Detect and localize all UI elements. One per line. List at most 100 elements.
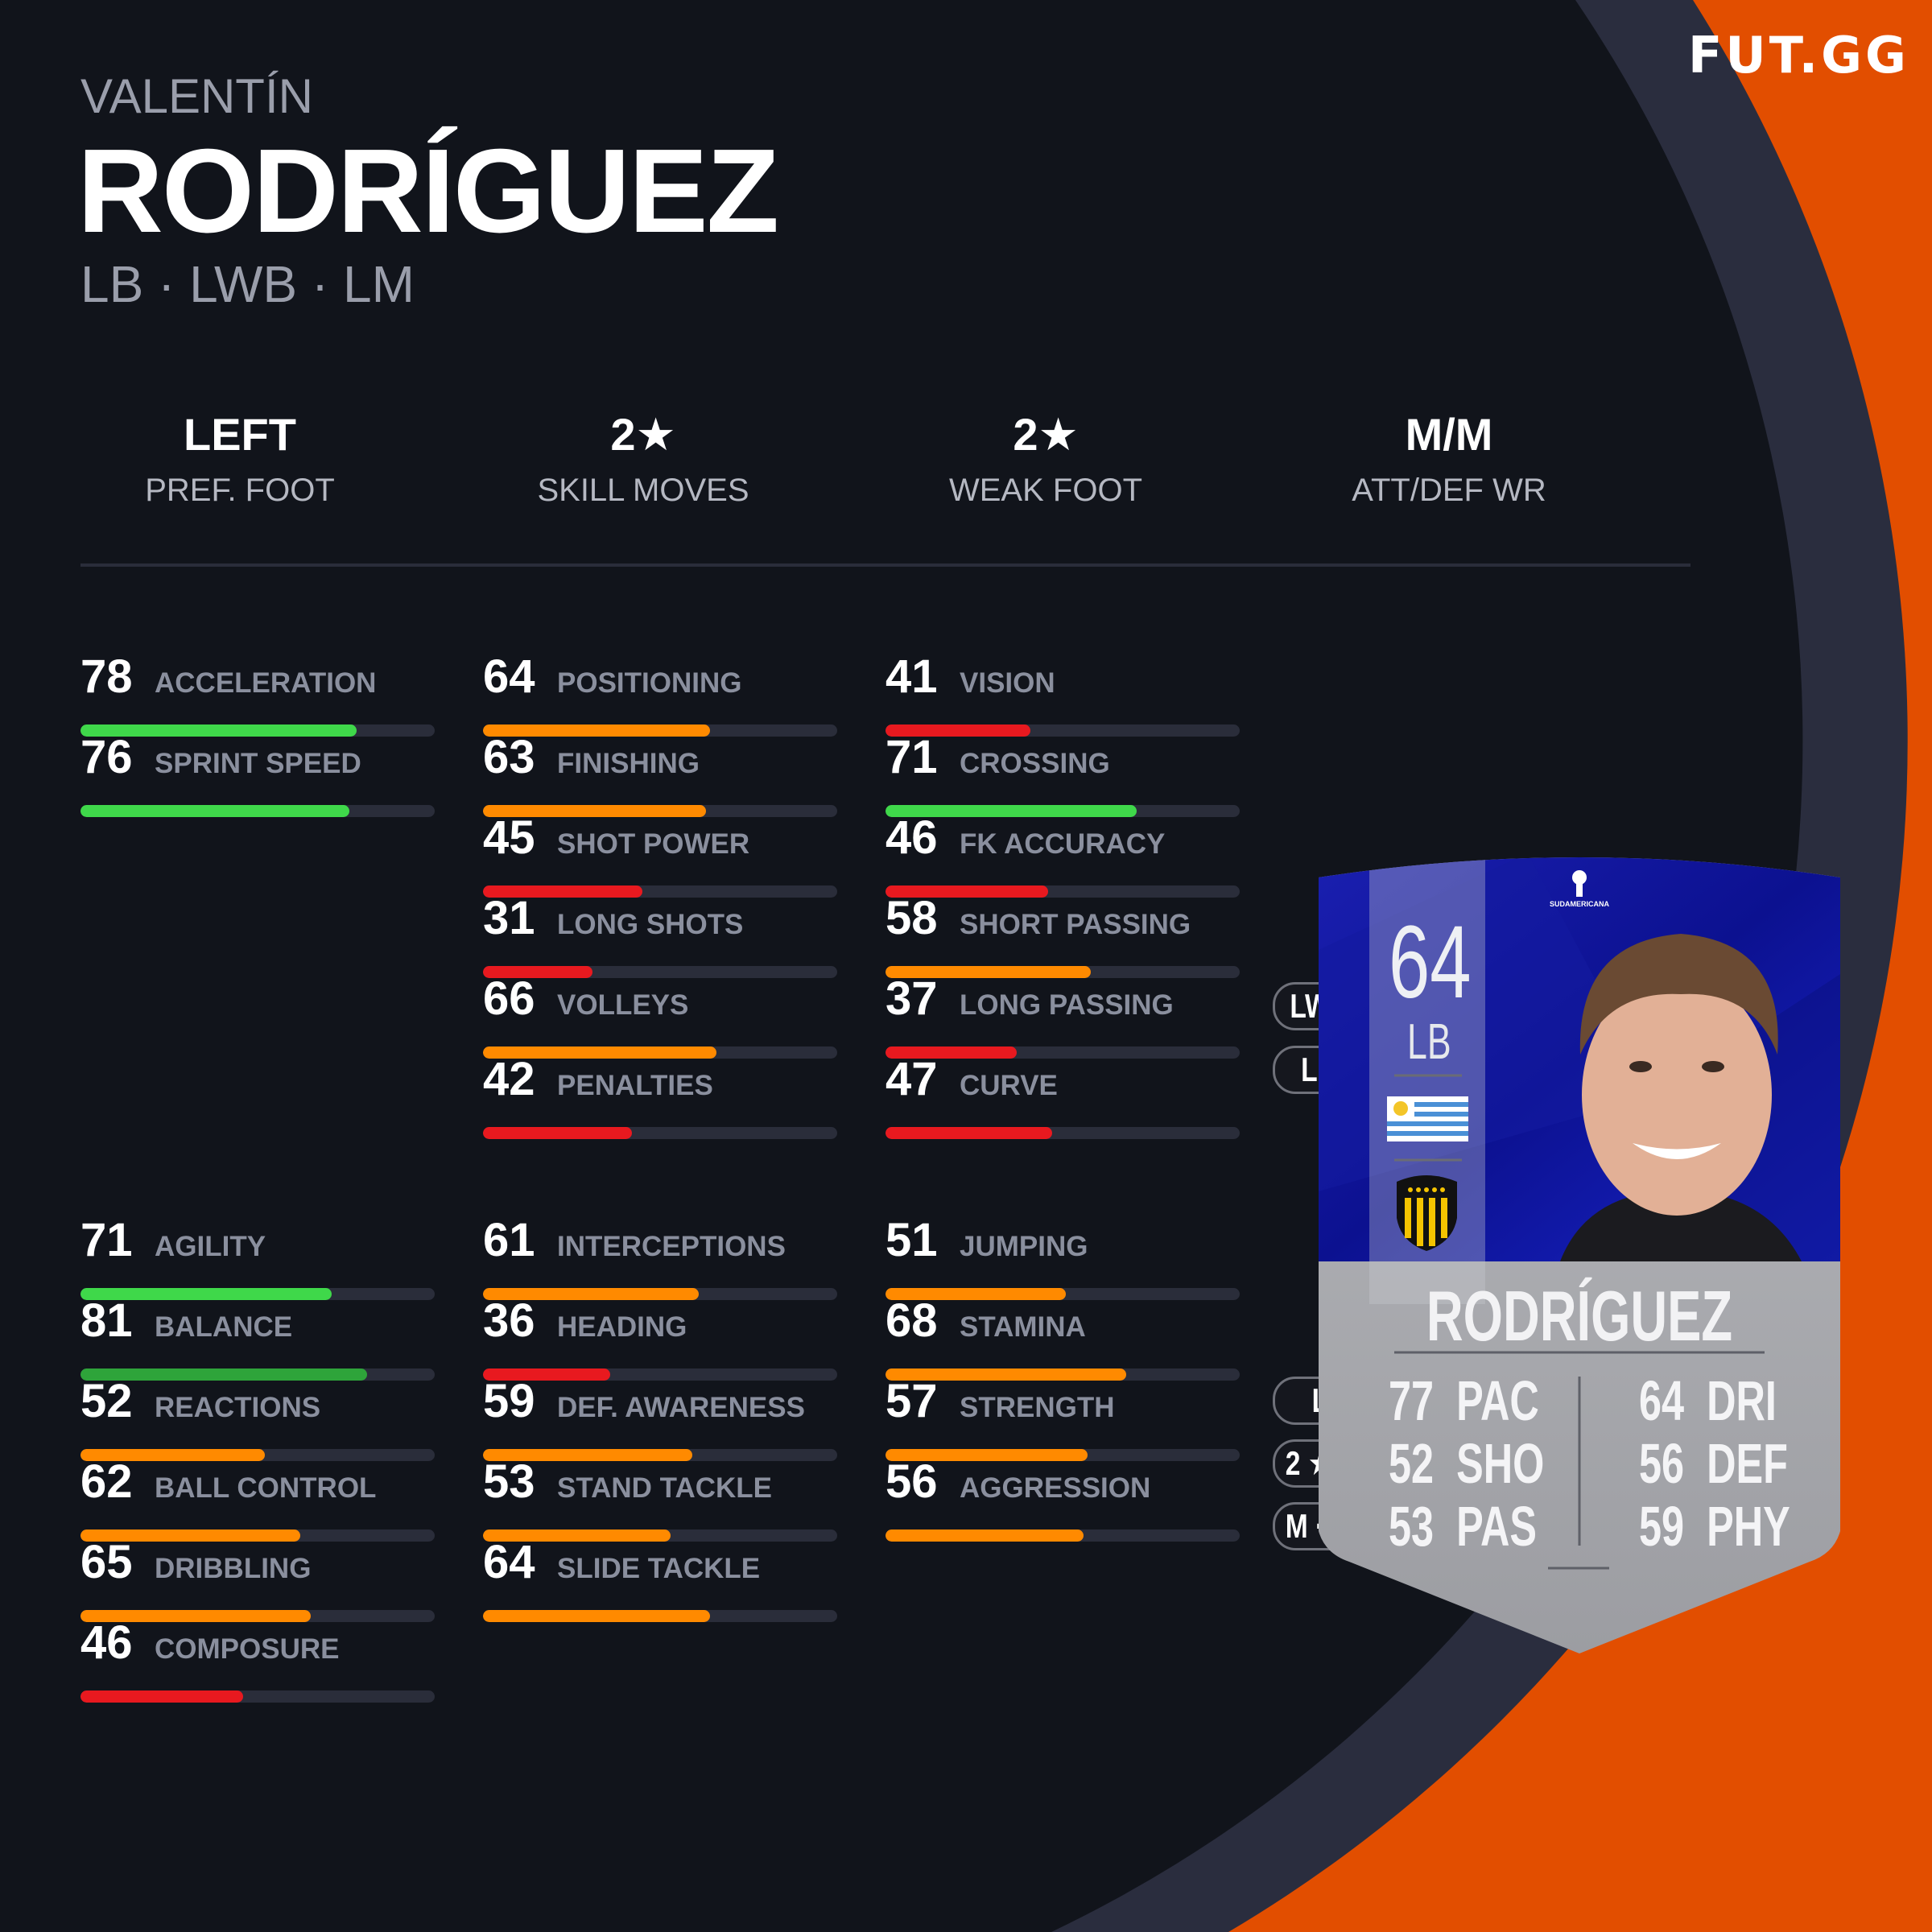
stat-bar-track: [886, 1127, 1240, 1139]
info-value: 2★: [1013, 409, 1079, 460]
stat-value: 37: [886, 972, 938, 1025]
stat-bar-fill: [886, 724, 1031, 737]
stat-bar-fill: [886, 886, 1049, 898]
stat-stamina: 68 STAMINA: [886, 1294, 1240, 1381]
stat-bar-fill: [483, 1127, 632, 1139]
info-skill-moves: 2★ SKILL MOVES: [482, 409, 804, 509]
uruguay-flag-icon: [1387, 1096, 1468, 1141]
stat-bar-fill: [483, 966, 593, 978]
stat-bar-fill: [80, 805, 350, 817]
stat-label: LONG PASSING: [960, 989, 1174, 1021]
stat-composure: 46 COMPOSURE: [80, 1616, 435, 1703]
card-rating: 64: [1389, 905, 1472, 1020]
stat-value: 42: [483, 1053, 535, 1105]
stat-long-passing: 37 LONG PASSING: [886, 972, 1240, 1059]
stat-value: 71: [886, 731, 938, 783]
penarol-badge-icon: [1397, 1175, 1457, 1251]
stat-bar-fill: [483, 1610, 710, 1622]
stat-bar-track: [886, 1530, 1240, 1542]
stat-label: JUMPING: [960, 1231, 1088, 1262]
stat-bar-fill: [483, 1368, 611, 1381]
stat-label: VOLLEYS: [557, 989, 689, 1021]
stat-label: ACCELERATION: [155, 667, 377, 699]
stat-label: PENALTIES: [557, 1070, 713, 1101]
stat-value: 47: [886, 1053, 938, 1105]
stat-bar-fill: [80, 724, 357, 737]
stat-bar-fill: [80, 1530, 300, 1542]
info-value: 2★: [610, 409, 676, 460]
stat-fk-accuracy: 46 FK ACCURACY: [886, 811, 1240, 898]
stat-label: STAND TACKLE: [557, 1472, 773, 1504]
stat-dribbling: 65 DRIBBLING: [80, 1536, 435, 1622]
player-positions: LB · LWB · LM: [80, 255, 415, 313]
stat-bar-fill: [80, 1368, 368, 1381]
stat-label: SLIDE TACKLE: [557, 1553, 761, 1584]
stat-bar-track: [886, 886, 1240, 898]
card-position: LB: [1407, 1014, 1451, 1070]
stat-strength: 57 STRENGTH: [886, 1375, 1240, 1461]
stat-interceptions: 61 INTERCEPTIONS: [483, 1214, 837, 1300]
stat-label: FK ACCURACY: [960, 828, 1166, 860]
stat-label: SHORT PASSING: [960, 909, 1191, 940]
stat-ball-control: 62 BALL CONTROL: [80, 1455, 435, 1542]
stat-slide-tackle: 64 SLIDE TACKLE: [483, 1536, 837, 1622]
stat-label: BALL CONTROL: [155, 1472, 377, 1504]
stat-value: 53: [483, 1455, 535, 1508]
stat-bar-track: [886, 1449, 1240, 1461]
stat-long-shots: 31 LONG SHOTS: [483, 892, 837, 978]
stat-vision: 41 VISION: [886, 650, 1240, 737]
stat-bar-fill: [886, 1046, 1017, 1059]
player-portrait: [1560, 934, 1802, 1261]
stat-value: 81: [80, 1294, 133, 1347]
stat-value: 68: [886, 1294, 938, 1347]
card-stat-dri: 64 DRI: [1639, 1369, 1777, 1432]
stat-bar-fill: [886, 1530, 1084, 1542]
stat-value: 65: [80, 1536, 133, 1588]
stat-label: CURVE: [960, 1070, 1058, 1101]
stat-value: 76: [80, 731, 133, 783]
stat-label: AGILITY: [155, 1231, 266, 1262]
stat-value: 78: [80, 650, 133, 703]
stat-bar-fill: [886, 805, 1137, 817]
stat-bar-track: [483, 1449, 837, 1461]
stat-jumping: 51 JUMPING: [886, 1214, 1240, 1300]
stat-value: 63: [483, 731, 535, 783]
stat-bar-track: [886, 966, 1240, 978]
league-logo-icon: [1572, 870, 1587, 897]
stat-bar-track: [483, 1046, 837, 1059]
stat-bar-track: [80, 1690, 435, 1703]
stat-bar-track: [886, 1046, 1240, 1059]
stat-bar-track: [483, 1368, 837, 1381]
info-pref-foot: LEFT PREF. FOOT: [79, 409, 401, 509]
stat-bar-track: [80, 1288, 435, 1300]
stat-bar-fill: [483, 724, 710, 737]
stat-label: DEF. AWARENESS: [557, 1392, 805, 1423]
stat-reactions: 52 REACTIONS: [80, 1375, 435, 1461]
stat-bar-track: [483, 1127, 837, 1139]
stat-value: 51: [886, 1214, 938, 1266]
card-stat-pas: 53 PAS: [1389, 1495, 1537, 1558]
stat-bar-track: [483, 966, 837, 978]
stat-label: FINISHING: [557, 748, 700, 779]
stat-value: 58: [886, 892, 938, 944]
stat-bar-track: [886, 1368, 1240, 1381]
stat-bar-fill: [80, 1449, 265, 1461]
stat-bar-track: [483, 724, 837, 737]
stat-value: 57: [886, 1375, 938, 1427]
stat-bar-fill: [886, 1288, 1067, 1300]
stat-bar-track: [483, 805, 837, 817]
section-divider: [80, 564, 1690, 567]
stat-bar-fill: [483, 1449, 692, 1461]
stat-bar-track: [886, 1288, 1240, 1300]
stat-bar-fill: [886, 966, 1092, 978]
stat-label: CROSSING: [960, 748, 1110, 779]
stat-bar-fill: [886, 1449, 1088, 1461]
stat-bar-fill: [886, 1127, 1052, 1139]
stat-acceleration: 78 ACCELERATION: [80, 650, 435, 737]
stat-value: 46: [80, 1616, 133, 1669]
league-text: SUDAMERICANA: [1550, 900, 1610, 908]
stat-agility: 71 AGILITY: [80, 1214, 435, 1300]
stat-label: LONG SHOTS: [557, 909, 744, 940]
stat-bar-fill: [483, 805, 707, 817]
card-stat-pac: 77 PAC: [1389, 1369, 1539, 1432]
